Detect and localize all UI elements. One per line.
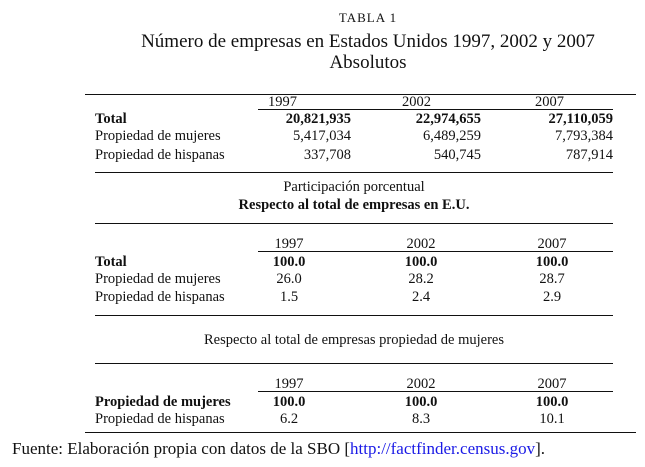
cell: 26.0 bbox=[276, 271, 302, 287]
year-header: 2007 bbox=[537, 236, 567, 252]
divider bbox=[258, 109, 613, 110]
row-label: Propiedad de hispanas bbox=[95, 289, 225, 305]
year-header: 2002 bbox=[402, 94, 431, 110]
year-header: 2002 bbox=[406, 376, 436, 392]
source-link[interactable]: http://factfinder.census.gov bbox=[350, 439, 536, 458]
footer-end: ]. bbox=[535, 439, 546, 458]
row-label: Propiedad de hispanas bbox=[95, 147, 225, 163]
cell: 7,793,384 bbox=[555, 128, 613, 144]
cell: 2.4 bbox=[411, 289, 431, 305]
divider bbox=[95, 363, 613, 364]
cell: 787,914 bbox=[565, 147, 613, 163]
cell: 100.0 bbox=[404, 394, 438, 410]
row-label: Propiedad de mujeres bbox=[95, 394, 231, 410]
cell: 1.5 bbox=[279, 289, 299, 305]
cell: 10.1 bbox=[539, 411, 565, 427]
cell: 2.9 bbox=[542, 289, 562, 305]
section-heading: Participación porcentual bbox=[283, 179, 425, 195]
divider bbox=[95, 172, 613, 173]
year-header: 2002 bbox=[406, 236, 436, 252]
row-label: Propiedad de hispanas bbox=[95, 411, 225, 427]
cell: 100.0 bbox=[535, 254, 569, 270]
section-heading: Respecto al total de empresas propiedad … bbox=[204, 332, 504, 348]
cell: 8.3 bbox=[411, 411, 431, 427]
table-label: TABLA 1 bbox=[338, 10, 398, 25]
cell: 100.0 bbox=[535, 394, 569, 410]
table-title: Número de empresas en Estados Unidos 199… bbox=[141, 31, 595, 52]
cell: 27,110,059 bbox=[548, 111, 613, 127]
section-subheading: Respecto al total de empresas en E.U. bbox=[238, 197, 470, 213]
cell: 6.2 bbox=[279, 411, 299, 427]
cell: 6,489,259 bbox=[423, 128, 481, 144]
row-label: Total bbox=[95, 254, 127, 270]
cell: 100.0 bbox=[404, 254, 438, 270]
cell: 100.0 bbox=[272, 394, 306, 410]
year-header: 2007 bbox=[537, 376, 567, 392]
footer-source: Fuente: Elaboración propia con datos de … bbox=[12, 440, 545, 457]
divider bbox=[85, 432, 636, 433]
divider bbox=[95, 223, 613, 224]
cell: 22,974,655 bbox=[415, 111, 481, 127]
row-label: Total bbox=[95, 111, 127, 127]
cell: 540,745 bbox=[433, 147, 481, 163]
divider bbox=[95, 315, 613, 316]
row-label: Propiedad de mujeres bbox=[95, 271, 221, 287]
footer-text: Fuente: Elaboración propia con datos de … bbox=[12, 439, 351, 458]
divider bbox=[85, 94, 636, 95]
year-header: 1997 bbox=[274, 376, 304, 392]
cell: 5,417,034 bbox=[293, 128, 351, 144]
divider bbox=[258, 391, 613, 392]
cell: 28.7 bbox=[539, 271, 565, 287]
cell: 100.0 bbox=[272, 254, 306, 270]
year-header: 1997 bbox=[268, 94, 297, 110]
divider bbox=[258, 251, 613, 252]
cell: 337,708 bbox=[303, 147, 351, 163]
cell: 20,821,935 bbox=[285, 111, 351, 127]
year-header: 2007 bbox=[535, 94, 564, 110]
row-label: Propiedad de mujeres bbox=[95, 128, 221, 144]
year-header: 1997 bbox=[274, 236, 304, 252]
cell: 28.2 bbox=[408, 271, 434, 287]
table-subtitle: Absolutos bbox=[329, 52, 407, 73]
